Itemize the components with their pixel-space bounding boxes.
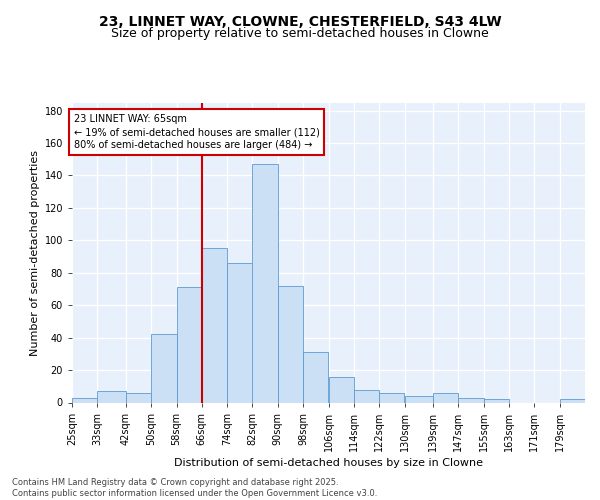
Text: Contains HM Land Registry data © Crown copyright and database right 2025.
Contai: Contains HM Land Registry data © Crown c… [12,478,377,498]
Bar [176,288,202,403]
Y-axis label: Number of semi-detached properties: Number of semi-detached properties [31,150,40,356]
Bar [278,286,303,403]
Text: Size of property relative to semi-detached houses in Clowne: Size of property relative to semi-detach… [111,28,489,40]
Bar [303,352,329,403]
Bar [433,393,458,402]
Bar [72,398,97,402]
Bar [151,334,176,402]
Text: 23, LINNET WAY, CLOWNE, CHESTERFIELD, S43 4LW: 23, LINNET WAY, CLOWNE, CHESTERFIELD, S4… [98,15,502,29]
Bar [97,391,126,402]
Bar [253,164,278,402]
Bar [202,248,227,402]
Text: 23 LINNET WAY: 65sqm
← 19% of semi-detached houses are smaller (112)
80% of semi: 23 LINNET WAY: 65sqm ← 19% of semi-detac… [74,114,319,150]
Bar [126,393,151,402]
X-axis label: Distribution of semi-detached houses by size in Clowne: Distribution of semi-detached houses by … [174,458,483,468]
Bar [458,398,484,402]
Bar [227,263,253,402]
Bar [484,400,509,402]
Bar [560,400,585,402]
Bar [329,376,354,402]
Bar [354,390,379,402]
Bar [379,393,404,402]
Bar [404,396,433,402]
